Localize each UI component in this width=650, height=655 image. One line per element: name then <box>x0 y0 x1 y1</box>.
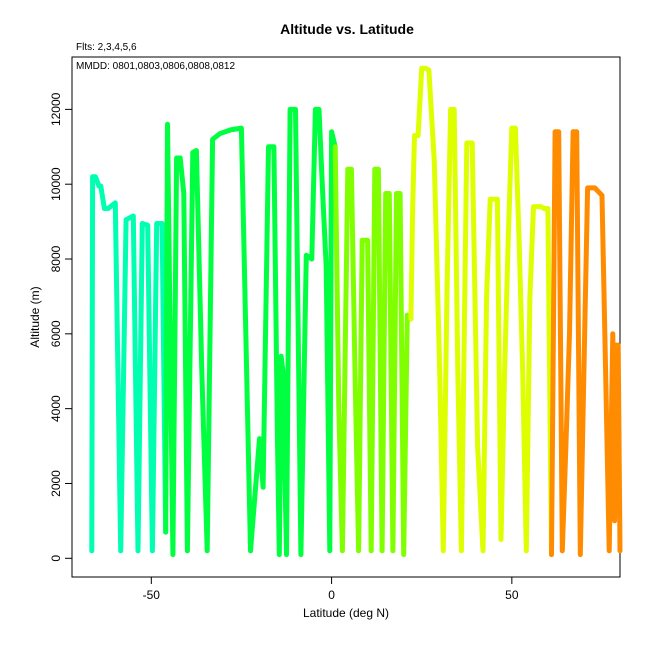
x-tick-label: -50 <box>143 588 161 602</box>
y-tick-label: 0 <box>49 555 63 562</box>
mmdd-note: MMDD: 0801,0803,0806,0808,0812 <box>76 61 235 72</box>
series-line-5 <box>549 129 623 558</box>
y-axis: 0 2000 4000 6000 8000 10000 12000 <box>49 92 73 562</box>
y-tick-label: 6000 <box>49 320 63 347</box>
y-tick-label: 10000 <box>49 167 63 201</box>
y-tick-label: 12000 <box>49 92 63 126</box>
x-tick-label: 50 <box>505 588 519 602</box>
y-tick-label: 4000 <box>49 395 63 422</box>
series-line-1 <box>89 174 169 554</box>
y-tick-label: 8000 <box>49 245 63 272</box>
series-line-4 <box>408 65 554 558</box>
flights-note: Flts: 2,3,4,5,6 <box>76 42 137 53</box>
series-layer <box>89 65 623 558</box>
series-line-3 <box>332 144 414 558</box>
x-axis-label: Latitude (deg N) <box>303 606 389 620</box>
x-axis: -50 0 50 <box>143 576 519 602</box>
y-tick-label: 2000 <box>49 470 63 497</box>
x-tick-label: 0 <box>328 588 335 602</box>
series-line-2 <box>163 106 338 558</box>
chart-title: Altitude vs. Latitude <box>280 21 414 37</box>
y-axis-label: Altitude (m) <box>28 286 42 347</box>
